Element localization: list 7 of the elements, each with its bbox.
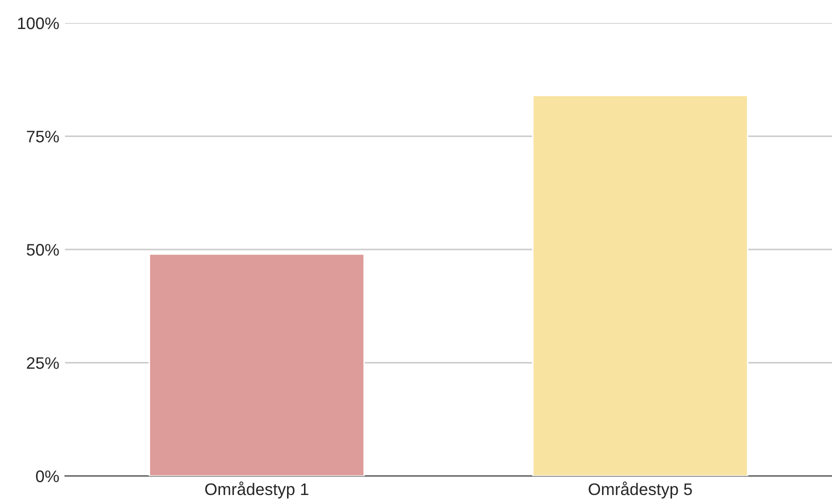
y-tick-label: 25% bbox=[26, 357, 59, 369]
y-tick-label: 50% bbox=[26, 244, 59, 256]
y-tick-label: 0% bbox=[36, 470, 59, 482]
y-tick-label: 100% bbox=[18, 17, 59, 30]
y-tick-label: 75% bbox=[26, 130, 59, 142]
x-tick-label: Områdestyp 1 bbox=[205, 482, 308, 498]
x-tick-label: Områdestyp 5 bbox=[588, 482, 692, 498]
